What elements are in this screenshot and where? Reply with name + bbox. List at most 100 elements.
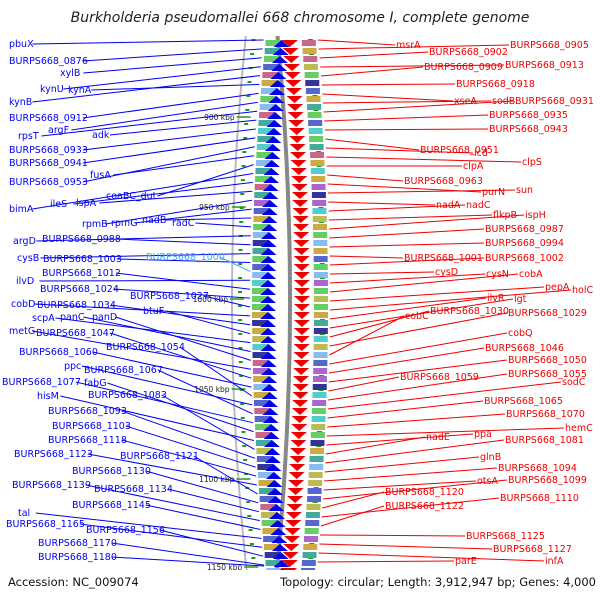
forward-gene-arrow [264,144,281,151]
leader-line-right [328,201,436,206]
forward-gene-arrow [272,48,289,55]
gene-label-left: BURPS668_1103 [52,421,131,432]
leader-line-left [157,369,253,415]
reverse-gene-arrow [285,520,302,527]
gene-label-right: ilvR [487,293,505,304]
gene-label-left: bimA [9,204,34,215]
gene-label-right: BURPS668_0943 [489,124,568,135]
reverse-gene-arrow [293,232,310,239]
cog-block [308,128,323,134]
leader-line-right [329,312,508,347]
gene-label-left: BURPS668_1054 [106,342,185,353]
gene-label-left: scpA [32,313,55,324]
cog-block [252,312,269,318]
cog-block [313,304,328,310]
cog-block [252,264,269,270]
leader-line-right [319,543,493,550]
cog-block [301,560,316,566]
cog-block [259,112,276,118]
reverse-gene-arrow [287,112,304,119]
leader-line-left [71,101,258,131]
forward-gene-arrow [264,456,281,463]
cog-block [309,456,324,462]
leader-line-right [320,64,505,68]
gene-label-right: BURPS668_1029 [508,308,587,319]
cog-block [311,416,326,422]
gene-label-left: adk [92,130,110,141]
gene-label-right: cobA [519,269,543,280]
cog-block [252,288,269,294]
reverse-gene-arrow [283,544,300,551]
cog-block [262,528,279,534]
reverse-gene-arrow [291,192,308,199]
reverse-gene-arrow [293,368,310,375]
cog-block [304,528,319,534]
leader-line-left [32,75,261,103]
reverse-gene-arrow [292,208,309,215]
cog-block [313,336,328,342]
leader-line-left [121,439,257,477]
cog-block [306,504,321,510]
cog-block [258,120,275,126]
cog-block [256,144,273,150]
gene-label-right: BURPS668_1050 [508,355,587,366]
leader-line-right [324,467,498,482]
reverse-gene-arrow [291,424,308,431]
cog-block [311,184,326,190]
forward-gene-arrow [260,232,277,239]
gene-label-left: BURPS668_1060 [19,347,98,358]
leader-line-left [82,48,263,62]
reverse-gene-arrow [289,136,306,143]
leader-line-right [319,51,429,59]
gene-label-right: xseA [454,96,477,107]
cog-block [257,464,274,470]
forward-gene-arrow [264,152,281,159]
gene-label-right: BURPS668_1046 [485,343,564,354]
leader-line-left [82,92,259,119]
gene-label-right: ppa [474,429,492,440]
leader-line-left [165,217,252,221]
gene-label-left: coaBC_dut [106,191,157,202]
gene-label-left: BURPS668_1000 [146,252,225,263]
leader-line-right [329,228,485,239]
leader-line-left [134,208,252,224]
reverse-gene-arrow [285,80,302,87]
reverse-gene-arrow [293,296,310,303]
cog-block [310,160,325,166]
gene-label-left: tal [18,508,30,519]
forward-gene-arrow [264,448,281,455]
leader-line-right [322,93,454,102]
cog-block [311,176,326,182]
cog-block [305,80,320,86]
leader-line-left [166,310,251,335]
leader-line-left [60,395,255,441]
leader-line-right [322,491,385,509]
leader-line-right [327,189,516,194]
forward-gene-arrow [273,40,290,47]
gene-label-left: ilvD [16,276,34,287]
leader-line-left [161,394,255,450]
cog-block [252,344,269,350]
forward-gene-arrow [270,528,287,535]
leader-line-left [179,346,253,397]
cog-block [313,328,328,334]
cog-block [311,192,326,198]
gene-label-left: BURPS668_0941 [9,158,88,169]
reverse-gene-arrow [292,216,309,223]
forward-gene-arrow [271,544,288,551]
leader-line-right [321,497,500,518]
cog-block [312,384,327,390]
gene-label-right: otsA [477,476,498,487]
cog-block [313,344,328,350]
cog-block [310,168,325,174]
cog-block [313,352,328,358]
leader-line-left [193,455,258,495]
forward-gene-arrow [268,96,285,103]
gene-label-right: cysD [435,267,458,278]
gene-label-left: BURPS668_0953 [9,177,88,188]
gene-label-left: BURPS668_1003 [43,254,122,265]
cog-block [312,216,327,222]
cog-block [308,472,323,478]
cog-block [252,232,269,238]
gene-label-right: holC [572,285,593,296]
